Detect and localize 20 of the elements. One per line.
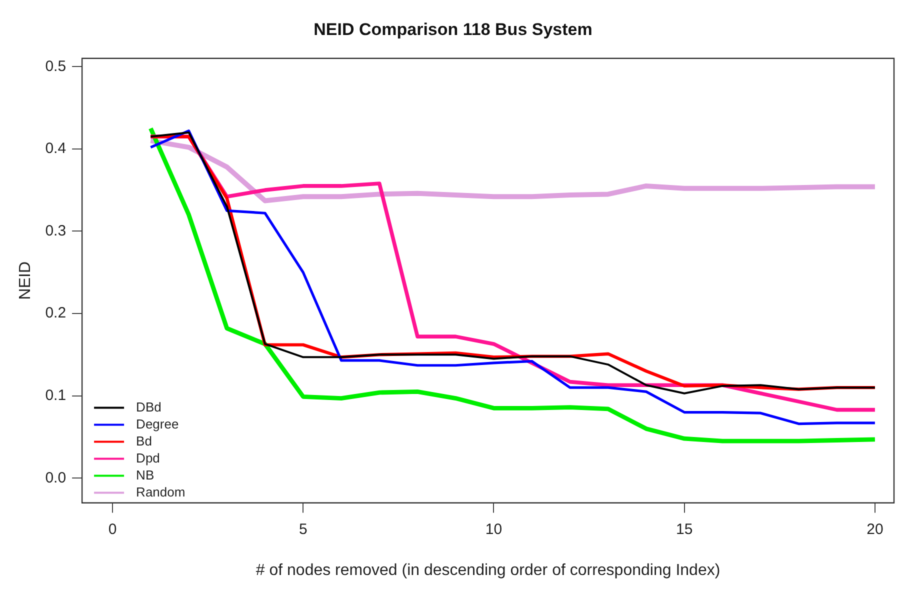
x-tick-label: 5 bbox=[298, 520, 308, 538]
y-tick-label: 0.1 bbox=[45, 386, 66, 404]
y-axis-title: NEID bbox=[17, 261, 34, 300]
x-tick-label: 10 bbox=[485, 520, 502, 538]
legend-label: Bd bbox=[136, 433, 152, 448]
y-tick-label: 0.3 bbox=[45, 222, 66, 240]
legend-label: Random bbox=[136, 484, 186, 500]
y-tick-label: 0.0 bbox=[45, 469, 66, 486]
y-tick-label: 0.2 bbox=[45, 304, 66, 322]
x-axis-title: # of nodes removed (in descending order of corresponding Index) bbox=[256, 562, 720, 579]
x-tick-label: 20 bbox=[866, 520, 884, 538]
legend-label: DBd bbox=[136, 399, 162, 414]
y-tick-label: 0.5 bbox=[45, 58, 66, 75]
x-tick-label: 15 bbox=[676, 520, 693, 538]
legend-label: Dpd bbox=[136, 450, 160, 466]
legend-label: NB bbox=[136, 467, 154, 482]
x-tick-label: 0 bbox=[108, 520, 117, 538]
chart-title: NEID Comparison 118 Bus System bbox=[314, 20, 592, 39]
y-tick-label: 0.4 bbox=[45, 140, 66, 158]
legend-label: Degree bbox=[136, 416, 179, 432]
